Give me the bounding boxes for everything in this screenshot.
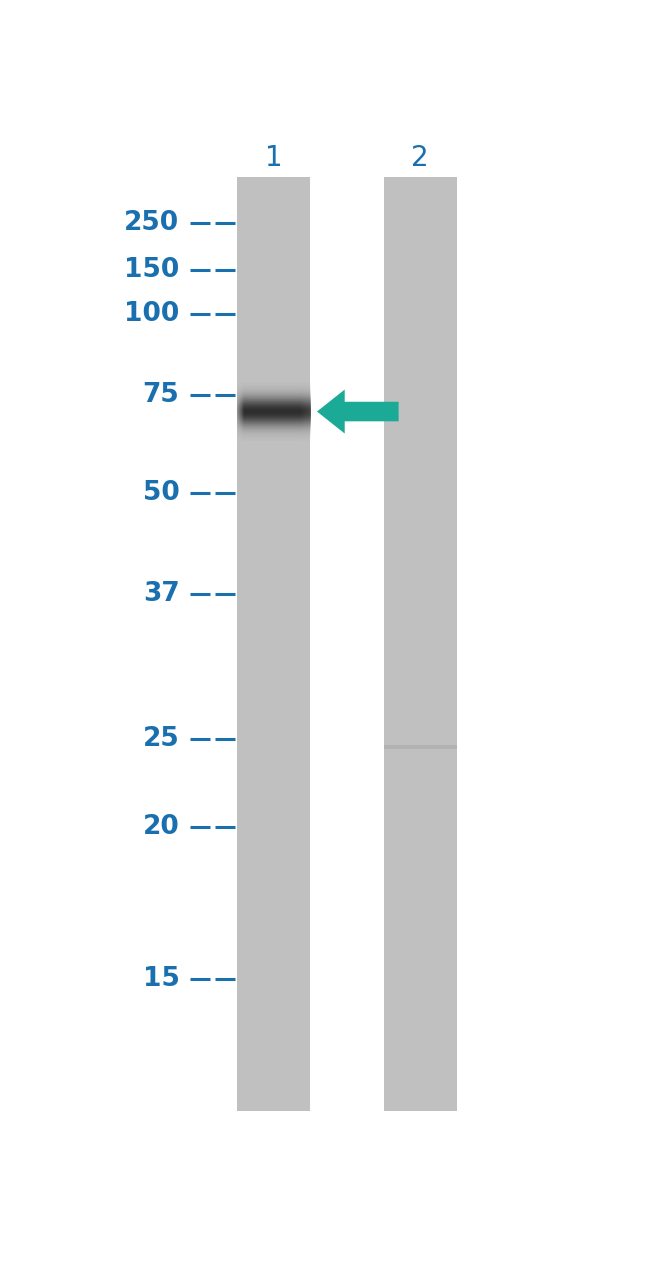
- Text: 20: 20: [143, 814, 179, 841]
- Bar: [384, 745, 456, 749]
- Bar: [384, 177, 456, 1111]
- Text: 150: 150: [124, 257, 179, 283]
- Bar: [237, 177, 311, 1111]
- Text: 1: 1: [265, 144, 283, 171]
- Text: 50: 50: [143, 480, 179, 505]
- Text: 15: 15: [142, 965, 179, 992]
- Text: 37: 37: [143, 582, 179, 607]
- FancyArrow shape: [317, 390, 398, 433]
- Text: 250: 250: [124, 210, 179, 236]
- Text: 2: 2: [411, 144, 428, 171]
- Text: 25: 25: [143, 726, 179, 752]
- Text: 75: 75: [143, 382, 179, 408]
- Text: 100: 100: [124, 301, 179, 326]
